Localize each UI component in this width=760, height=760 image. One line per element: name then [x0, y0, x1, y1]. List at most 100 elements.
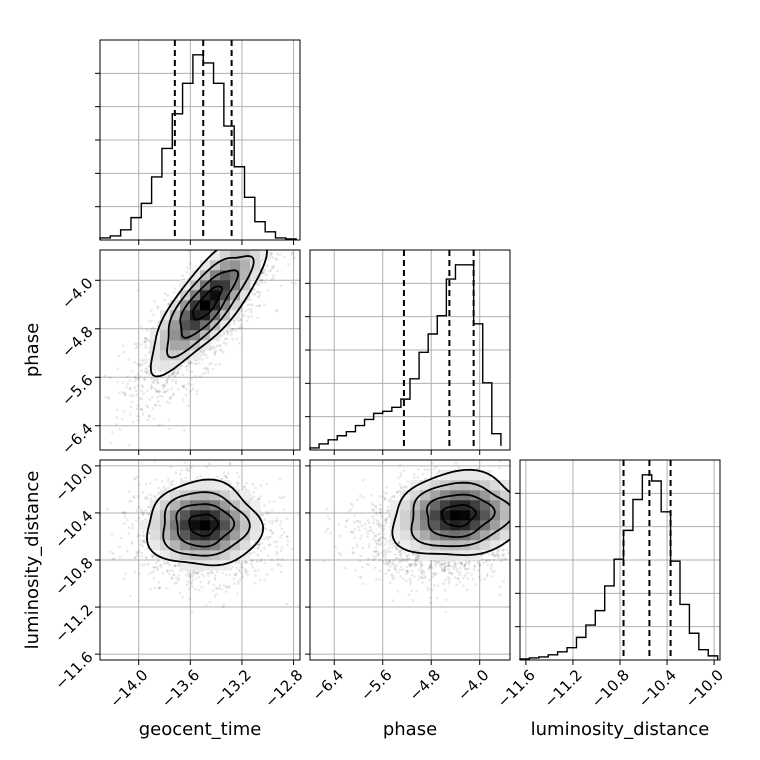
scatter-point — [215, 344, 219, 348]
scatter-point — [111, 557, 115, 561]
scatter-point — [163, 292, 167, 296]
scatter-point — [217, 586, 221, 590]
scatter-point — [279, 549, 283, 552]
scatter-point — [272, 500, 276, 503]
scatter-point — [411, 598, 415, 602]
scatter-point — [223, 474, 227, 478]
scatter-point — [180, 477, 183, 481]
density-cell — [240, 250, 251, 261]
scatter-point — [170, 387, 173, 391]
scatter-point — [157, 423, 160, 427]
scatter-point — [154, 561, 158, 565]
density-cell — [240, 280, 251, 291]
scatter-point — [287, 263, 290, 266]
scatter-point — [233, 234, 236, 237]
scatter-point — [283, 223, 286, 226]
scatter-point — [168, 396, 172, 400]
scatter-point — [145, 371, 148, 374]
scatter-point — [155, 390, 159, 393]
scatter-point — [140, 369, 143, 372]
scatter-point — [171, 372, 174, 375]
density-cell — [170, 320, 181, 331]
scatter-point — [144, 344, 148, 347]
scatter-point — [214, 586, 218, 589]
scatter-point — [265, 241, 268, 244]
scatter-point — [155, 389, 158, 393]
scatter-point — [276, 269, 280, 273]
scatter-point — [142, 358, 146, 362]
scatter-point — [222, 341, 226, 344]
scatter-point — [171, 372, 174, 376]
scatter-point — [137, 289, 140, 292]
scatter-point — [254, 574, 257, 577]
scatter-point — [152, 417, 156, 421]
scatter-point — [294, 241, 297, 244]
scatter-point — [172, 573, 176, 577]
density-cell — [240, 260, 251, 271]
density-cell — [170, 520, 181, 531]
density-cell — [220, 550, 231, 561]
scatter-point — [278, 235, 281, 238]
scatter-point — [245, 225, 248, 228]
scatter-point — [176, 563, 180, 567]
scatter-point — [254, 224, 257, 227]
scatter-point — [513, 510, 516, 513]
scatter-point — [133, 376, 137, 380]
scatter-point — [185, 469, 189, 472]
scatter-point — [380, 541, 383, 545]
scatter-point — [136, 372, 140, 376]
scatter-point — [224, 585, 228, 589]
scatter-point — [270, 519, 274, 522]
scatter-point — [155, 378, 159, 382]
scatter-point — [240, 247, 243, 250]
scatter-point — [279, 284, 283, 288]
scatter-point — [140, 359, 144, 362]
scatter-point — [157, 491, 161, 494]
scatter-point — [190, 383, 193, 387]
scatter-point — [253, 288, 256, 291]
scatter-point — [260, 542, 263, 545]
scatter-point — [256, 295, 260, 299]
scatter-point — [135, 509, 138, 512]
scatter-point — [173, 582, 177, 585]
scatter-point — [250, 496, 253, 499]
scatter-point — [233, 582, 236, 585]
scatter-point — [145, 404, 148, 407]
scatter-point — [256, 546, 259, 550]
scatter-point — [257, 543, 260, 546]
scatter-point — [255, 244, 258, 247]
scatter-point — [134, 519, 138, 522]
scatter-point — [378, 538, 382, 541]
scatter-point — [264, 273, 268, 277]
scatter-point — [187, 587, 191, 591]
scatter-point — [166, 388, 170, 392]
scatter-point — [170, 576, 174, 579]
scatter-point — [269, 528, 273, 531]
scatter-point — [123, 577, 126, 580]
scatter-point — [251, 565, 255, 569]
scatter-point — [494, 554, 497, 558]
scatter-point — [237, 481, 240, 485]
scatter-point — [128, 500, 131, 503]
scatter-point — [250, 303, 254, 307]
scatter-point — [263, 578, 266, 582]
scatter-point — [184, 476, 188, 480]
scatter-point — [384, 552, 388, 556]
scatter-point — [143, 370, 147, 373]
scatter-point — [160, 479, 164, 483]
scatter-point — [222, 471, 226, 474]
scatter-point — [285, 535, 289, 538]
scatter-point — [156, 560, 160, 563]
density-cell — [210, 510, 221, 521]
scatter-point — [115, 423, 118, 426]
scatter-point — [154, 403, 158, 407]
scatter-point — [149, 309, 153, 312]
scatter-point — [243, 245, 246, 248]
scatter-point — [463, 563, 467, 567]
scatter-point — [215, 587, 219, 591]
scatter-point — [280, 545, 284, 549]
scatter-point — [237, 475, 241, 478]
scatter-point — [143, 496, 147, 500]
scatter-point — [156, 381, 160, 384]
scatter-point — [131, 523, 134, 526]
